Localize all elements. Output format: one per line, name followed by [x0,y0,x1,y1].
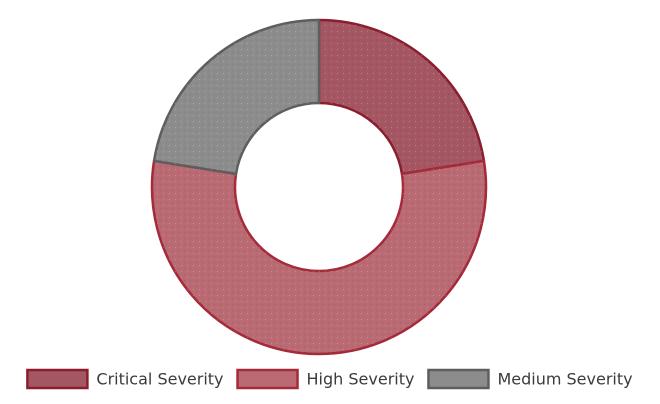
chart-legend: Critical Severity High Severity Medium Sev… [26,368,633,390]
slice-medium-severity[interactable] [152,18,321,176]
slice-high-severity[interactable] [150,159,488,356]
legend-swatch-critical-severity[interactable] [26,368,89,390]
legend-swatch-high-severity[interactable] [236,368,299,390]
legend-label-medium-severity: Medium Severity [497,370,632,389]
legend-label-critical-severity: Critical Severity [96,370,223,389]
chart-slices [150,18,488,356]
legend-swatch-medium-severity[interactable] [427,368,490,390]
slice-critical-severity[interactable] [317,18,486,176]
legend-label-high-severity: High Severity [307,370,415,389]
